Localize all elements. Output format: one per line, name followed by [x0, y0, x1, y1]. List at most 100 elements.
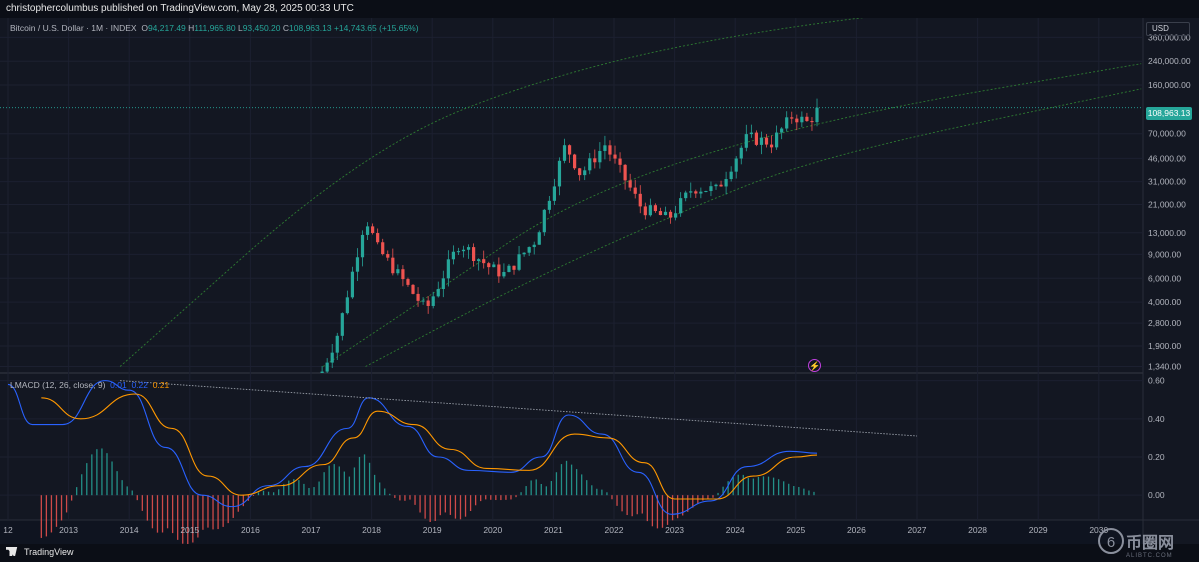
close-value: 108,963.13 [289, 23, 332, 33]
candle-body [643, 206, 647, 216]
candle-body [517, 254, 521, 270]
candle-body [360, 234, 365, 258]
price-pane-bg [0, 18, 1143, 373]
macd-tick-label: 0.60 [1148, 376, 1165, 386]
price-tick-label: 360,000.00 [1148, 32, 1191, 42]
low-value: 93,450.20 [242, 23, 281, 33]
candle-body [557, 160, 562, 187]
price-tick-label: 31,000.00 [1148, 177, 1186, 187]
candle-body [552, 186, 557, 201]
price-tick-label: 6,000.00 [1148, 273, 1181, 283]
candle-body [391, 257, 395, 274]
x-tick-label: 2013 [59, 525, 78, 535]
candle-body [527, 247, 531, 253]
x-tick-label: 2018 [362, 525, 381, 535]
trend-channels [0, 18, 1143, 367]
macd-pane [7, 380, 918, 545]
candle-body [694, 191, 698, 194]
x-tick-label: 2028 [968, 525, 987, 535]
candle-body [739, 147, 743, 159]
candle-body [436, 289, 440, 297]
lightning-icon[interactable]: ⚡ [808, 359, 821, 372]
candle-body [472, 247, 476, 262]
watermark-text: 币圈网 [1126, 535, 1175, 552]
candle-body [598, 150, 602, 163]
price-tick-label: 9,000.00 [1148, 249, 1181, 259]
price-tick-label: 1,340.00 [1148, 362, 1181, 372]
candle-body [482, 259, 486, 264]
indicator-legend[interactable]: LMACD (12, 26, close, 9) 0.01 0.22 0.21 [10, 380, 169, 390]
candle-body [411, 284, 415, 294]
candle-body [588, 158, 592, 171]
x-tick-label: 2029 [1029, 525, 1048, 535]
symbol-title: Bitcoin / U.S. Dollar · 1M · INDEX [10, 23, 137, 33]
macd-pane-bg [0, 373, 1143, 520]
price-tick-label: 240,000.00 [1148, 56, 1191, 66]
channel-lower [365, 88, 1142, 367]
price-tick-label: 13,000.00 [1148, 228, 1186, 238]
candle-body [800, 116, 804, 123]
change-value: +14,743.65 (+15.65%) [333, 23, 419, 33]
candle-body [325, 362, 329, 372]
price-tick-label: 4,000.00 [1148, 297, 1181, 307]
price-tick-label: 1,900.00 [1148, 341, 1181, 351]
high-value: 111,965.80 [194, 23, 236, 33]
candle-body [340, 313, 344, 336]
candle-body [335, 335, 339, 353]
top-bar [0, 0, 1199, 18]
candle-body [628, 180, 632, 188]
candle-body [805, 116, 809, 122]
candle-body [709, 186, 713, 192]
candle-body [749, 132, 753, 135]
candle-body [487, 263, 491, 268]
candle-body [492, 264, 496, 268]
candle-body [537, 232, 541, 245]
candle-body [648, 205, 652, 216]
x-tick-label: 12 [3, 525, 13, 535]
channel-upper [119, 18, 864, 367]
candle-body [608, 145, 612, 155]
candle-body [724, 179, 728, 187]
candle-body [376, 233, 380, 243]
brand-text: TradingView [24, 547, 74, 557]
candle-body [522, 252, 526, 255]
candle-body [674, 213, 678, 218]
candle-body [699, 191, 703, 194]
indicator-value-3: 0.21 [152, 380, 170, 390]
open-value: 94,217.49 [147, 23, 186, 33]
high-label: H [188, 23, 195, 33]
x-tick-label: 2015 [180, 525, 199, 535]
candle-body [815, 107, 819, 123]
macd-tick-label: 0.20 [1148, 452, 1165, 462]
macd-tick-label: 0.40 [1148, 414, 1165, 424]
candle-body [512, 265, 516, 270]
candle-body [613, 154, 617, 159]
x-tick-label: 2023 [665, 525, 684, 535]
candle-body [679, 198, 683, 214]
tradingview-brand[interactable]: TradingView [6, 547, 74, 557]
x-tick-label: 2022 [605, 525, 624, 535]
price-tick-label: 70,000.00 [1148, 129, 1186, 139]
price-tick-label: 2,800.00 [1148, 318, 1181, 328]
candle-body [497, 264, 501, 277]
candle-body [603, 145, 607, 151]
candle-body [330, 352, 334, 363]
x-tick-label: 2025 [786, 525, 805, 535]
indicator-value-2: 0.22 [131, 380, 148, 390]
candle-body [567, 145, 572, 155]
close-label: C [282, 23, 290, 33]
x-tick-label: 2026 [847, 525, 866, 535]
candle-body [426, 300, 430, 306]
x-tick-label: 2017 [302, 525, 321, 535]
series-macd [7, 380, 818, 515]
currency-button[interactable]: USD [1146, 22, 1190, 36]
candle-body [386, 254, 390, 258]
symbol-legend[interactable]: Bitcoin / U.S. Dollar · 1M · INDEX O94,2… [10, 23, 419, 33]
candle-body [320, 371, 324, 373]
candle-body [507, 265, 511, 272]
indicator-name: LMACD (12, 26, close, 9) [10, 380, 106, 390]
x-tick-label: 2019 [423, 525, 442, 535]
candle-body [764, 137, 769, 145]
candle-body [734, 158, 738, 172]
